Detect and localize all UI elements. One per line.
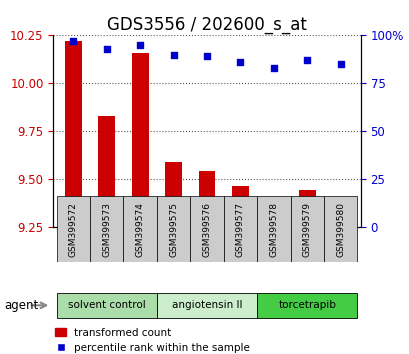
- Bar: [223, 196, 256, 262]
- Point: [103, 46, 110, 52]
- Point: [203, 53, 210, 59]
- Text: GSM399574: GSM399574: [135, 202, 144, 257]
- Bar: [190, 196, 223, 262]
- Text: agent: agent: [4, 299, 38, 312]
- Bar: [65, 41, 81, 227]
- Bar: [56, 196, 90, 262]
- Text: GSM399572: GSM399572: [69, 202, 78, 257]
- Text: GSM399575: GSM399575: [169, 202, 178, 257]
- Bar: [298, 190, 315, 227]
- Point: [270, 65, 276, 71]
- Text: GSM399580: GSM399580: [335, 202, 344, 257]
- Bar: [231, 187, 248, 227]
- Text: GSM399577: GSM399577: [236, 202, 244, 257]
- Bar: [290, 196, 323, 262]
- Bar: [323, 196, 357, 262]
- Bar: [157, 196, 190, 262]
- Point: [337, 61, 343, 67]
- Bar: [256, 292, 357, 318]
- Bar: [98, 116, 115, 227]
- Bar: [265, 215, 281, 227]
- Text: torcetrapib: torcetrapib: [278, 300, 335, 310]
- Bar: [123, 196, 157, 262]
- Bar: [256, 196, 290, 262]
- Text: GSM399573: GSM399573: [102, 202, 111, 257]
- Point: [70, 38, 76, 44]
- Text: angiotensin II: angiotensin II: [171, 300, 242, 310]
- Bar: [90, 196, 123, 262]
- Bar: [165, 161, 182, 227]
- Bar: [157, 292, 256, 318]
- Title: GDS3556 / 202600_s_at: GDS3556 / 202600_s_at: [107, 16, 306, 34]
- Point: [237, 59, 243, 65]
- Text: GSM399578: GSM399578: [269, 202, 278, 257]
- Point: [137, 42, 143, 48]
- Bar: [198, 171, 215, 227]
- Point: [303, 57, 310, 63]
- Text: solvent control: solvent control: [68, 300, 145, 310]
- Legend: transformed count, percentile rank within the sample: transformed count, percentile rank withi…: [51, 324, 254, 354]
- Text: GSM399579: GSM399579: [302, 202, 311, 257]
- Bar: [56, 292, 157, 318]
- Text: GSM399576: GSM399576: [202, 202, 211, 257]
- Bar: [132, 53, 148, 227]
- Point: [170, 52, 176, 57]
